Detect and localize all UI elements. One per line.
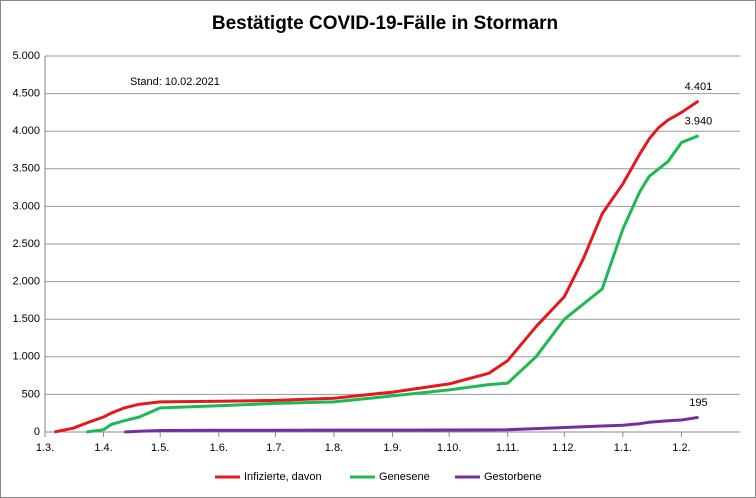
data-label: 4.401 <box>685 81 713 93</box>
x-tick-label: 1.5. <box>151 442 169 454</box>
series-line <box>86 134 700 434</box>
x-tick-label: 1.9. <box>383 442 401 454</box>
data-label: 3.940 <box>685 116 713 128</box>
y-tick-label: 2.000 <box>12 276 40 288</box>
x-tick-label: 1.10. <box>437 442 461 454</box>
x-tick-label: 1.1. <box>614 442 632 454</box>
x-tick-label: 1.3. <box>36 442 54 454</box>
y-tick-label: 1.000 <box>12 351 40 363</box>
y-tick-label: 0 <box>34 426 40 438</box>
y-tick-label: 500 <box>22 388 40 400</box>
y-tick-label: 4.000 <box>12 125 40 137</box>
series-line <box>54 99 700 434</box>
legend-label: Infizierte, davon <box>244 471 322 483</box>
series-line <box>124 415 699 434</box>
x-tick-label: 1.4. <box>94 442 112 454</box>
x-tick-label: 1.7. <box>266 442 284 454</box>
legend-label: Genesene <box>379 471 430 483</box>
y-tick-label: 5.000 <box>12 50 40 62</box>
x-tick-label: 1.8. <box>325 442 343 454</box>
y-tick-label: 1.500 <box>12 313 40 325</box>
x-tick-label: 1.2. <box>672 442 690 454</box>
chart-title: Bestätigte COVID-19-Fälle in Stormarn <box>212 13 558 34</box>
y-tick-label: 2.500 <box>12 238 40 250</box>
legend-label: Gestorbene <box>484 471 541 483</box>
y-tick-label: 4.500 <box>12 88 40 100</box>
annotation: Stand: 10.02.2021 <box>130 76 220 88</box>
data-label: 195 <box>689 397 707 409</box>
x-tick-label: 1.11. <box>496 442 520 454</box>
y-tick-label: 3.000 <box>12 200 40 212</box>
y-tick-label: 3.500 <box>12 163 40 175</box>
x-tick-label: 1.6. <box>210 442 228 454</box>
x-tick-label: 1.12. <box>552 442 576 454</box>
